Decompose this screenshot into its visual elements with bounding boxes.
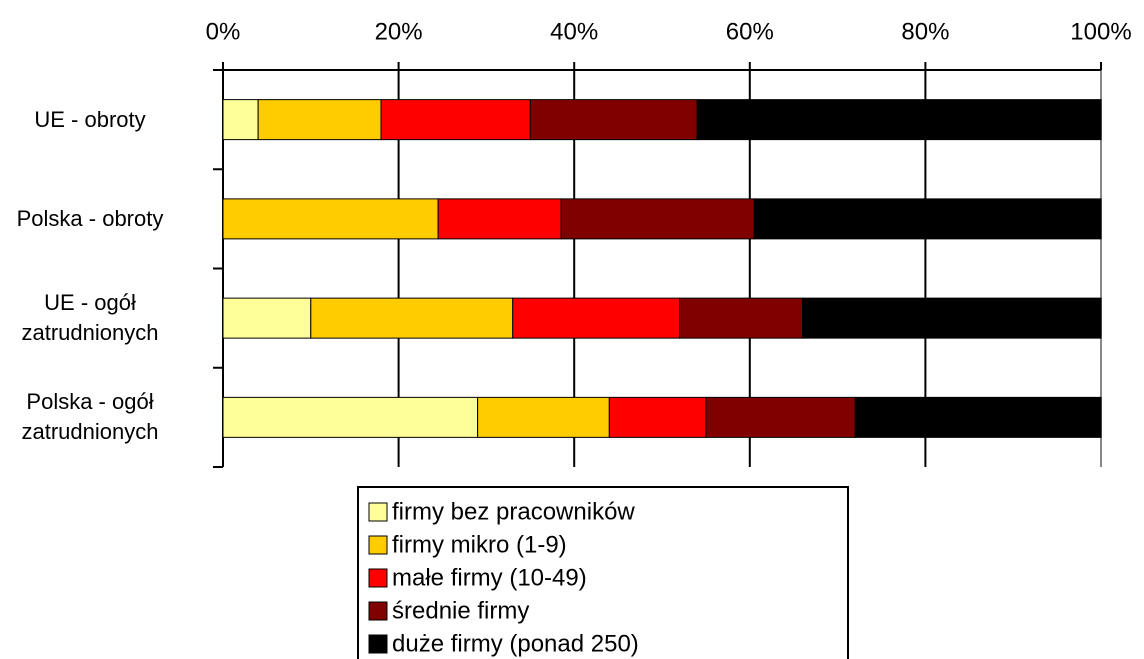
legend-swatch — [368, 502, 388, 522]
y-tick-label: Polska - ogół zatrudnionych — [21, 389, 159, 445]
legend-swatch — [368, 634, 388, 654]
legend-label: małe firmy (10-49) — [392, 564, 587, 591]
y-tick-label: UE - ogół zatrudnionych — [21, 290, 159, 346]
bar-segment — [257, 99, 382, 141]
bar-segment — [222, 99, 259, 141]
legend-box — [357, 486, 849, 659]
x-tick-label: 40% — [550, 18, 598, 45]
x-tick-label: 60% — [726, 18, 774, 45]
y-tick-label: UE - obroty — [34, 106, 146, 132]
bar-segment — [753, 198, 1102, 240]
bar-segment — [705, 396, 856, 438]
x-tick-label: 80% — [901, 18, 949, 45]
x-tick-label: 0% — [206, 18, 241, 45]
bar-segment — [560, 198, 755, 240]
bar-segment — [801, 297, 1102, 339]
bar-segment — [437, 198, 562, 240]
bar-segment — [529, 99, 698, 141]
bar-segment — [854, 396, 1102, 438]
bar-segment — [696, 99, 1102, 141]
y-tick-label: Polska - obroty — [16, 205, 164, 231]
legend-label: firmy bez pracowników — [392, 498, 635, 525]
bar-segment — [222, 297, 312, 339]
legend-swatch — [368, 601, 388, 621]
bar-segment — [679, 297, 803, 339]
x-tick-label: 20% — [375, 18, 423, 45]
x-tick-label: 100% — [1070, 18, 1131, 45]
legend-swatch — [368, 568, 388, 588]
bar-segment — [380, 99, 531, 141]
bar-segment — [310, 297, 514, 339]
legend-label: średnie firmy — [392, 597, 529, 624]
legend-label: duże firmy (ponad 250) — [392, 630, 639, 657]
bar-segment — [222, 198, 439, 240]
bar-segment — [477, 396, 610, 438]
bar-segment — [222, 396, 479, 438]
bar-segment — [512, 297, 681, 339]
bar-segment — [608, 396, 707, 438]
legend-label: firmy mikro (1-9) — [392, 531, 567, 558]
legend-swatch — [368, 535, 388, 555]
